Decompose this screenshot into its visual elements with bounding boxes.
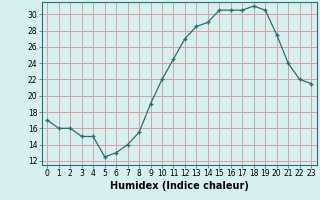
X-axis label: Humidex (Indice chaleur): Humidex (Indice chaleur) [110,181,249,191]
